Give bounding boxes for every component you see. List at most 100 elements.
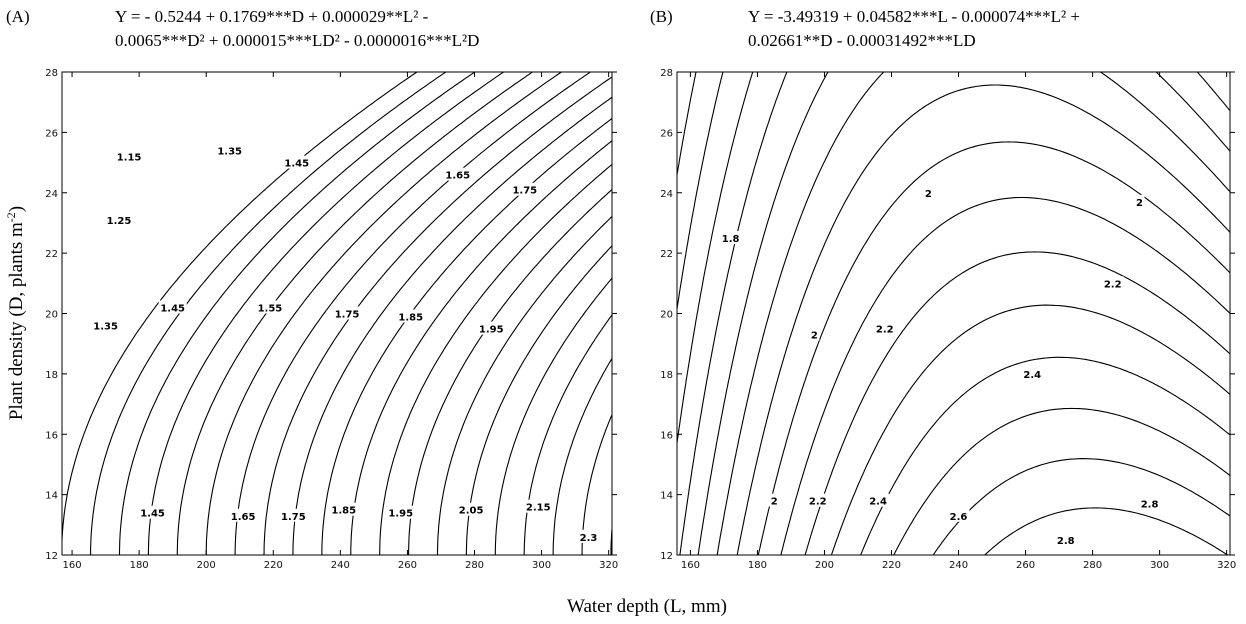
contour-line [408, 188, 613, 556]
contour-line [176, 71, 534, 556]
contour-label-background [443, 167, 472, 181]
contour-line [780, 196, 1231, 556]
y-tick-label: 14 [45, 491, 58, 502]
y-tick-label: 28 [45, 68, 58, 79]
x-tick-label: 320 [599, 560, 618, 571]
x-tick-label: 180 [130, 560, 149, 571]
contour-label-background [1101, 276, 1124, 290]
contour-label: 2.2 [1104, 279, 1122, 290]
contour-label: 1.25 [107, 216, 132, 227]
contour-label-background [279, 508, 308, 522]
panel-a-contour-labels: 1.15 1.25 1.35 1.45 1.35 1.45 1.55 1.65 1.75 1.75… [91, 143, 600, 544]
contour-line [90, 71, 447, 556]
contour-label: 2.4 [1023, 370, 1041, 381]
contour-label-background [873, 321, 896, 335]
contour-label-background [719, 231, 742, 245]
contour-line [523, 314, 613, 556]
contour-label-background [386, 505, 415, 519]
panel-b-contour-labels: 1.8 2 2 2.2 2 2.2 2.4 2 2.2 2.4 2.6 2.8 2.8 [719, 185, 1161, 547]
contour-label-background [105, 212, 134, 226]
x-tick-label: 260 [1016, 560, 1035, 571]
y-tick-label: 24 [45, 189, 58, 200]
contour-label-background [1021, 366, 1044, 380]
panel-a-axes: 160 180 200 220 240 260 280 300 320 12 14 16 18 20 22 2… [45, 68, 618, 571]
contour-label: 1.85 [398, 313, 423, 324]
panel-b-plot: 160 180 200 220 240 260 280 300 3201214161820222… [660, 68, 1236, 571]
x-tick-label: 300 [1150, 560, 1169, 571]
contour-label: 1.45 [284, 159, 309, 170]
y-tick-label: 12 [660, 551, 673, 562]
panel-a-label: (A) [6, 7, 30, 26]
contour-label: 2.8 [1057, 536, 1075, 547]
contour-line [932, 458, 1231, 556]
contour-label-background [329, 502, 358, 516]
y-tick-label: 20 [45, 310, 58, 321]
x-tick-label: 280 [465, 560, 484, 571]
contour-label-background [524, 499, 553, 513]
contour-label-background [806, 493, 829, 507]
y-tick-label: 16 [45, 430, 58, 441]
x-tick-label: 240 [949, 560, 968, 571]
contour-line [716, 71, 1231, 556]
contour-line [736, 84, 1231, 556]
contour-label-background [1054, 532, 1077, 546]
contour-label: 1.55 [258, 303, 283, 314]
contour-label-background [158, 300, 187, 314]
contour-label: 2 [771, 497, 778, 508]
contour-label: 1.95 [479, 325, 504, 336]
y-axis-title: Plant density (D, plants m-2) [4, 206, 27, 420]
contour-label-background [867, 493, 890, 507]
x-tick-label: 160 [63, 560, 82, 571]
y-tick-label: 14 [660, 491, 673, 502]
panel-a-equation-line2: 0.0065***D² + 0.000015***LD² - 0.0000016… [115, 31, 479, 50]
contour-label: 2.2 [876, 325, 894, 336]
panel-a-equation-line1: Y = - 0.5244 + 0.1769***D + 0.000029**L²… [115, 7, 429, 26]
contour-line [676, 71, 697, 176]
contour-label: 2.6 [950, 512, 968, 523]
x-tick-label: 260 [398, 560, 417, 571]
panel-b-axes: 160 180 200 220 240 260 280 300 3201214161820222… [660, 68, 1236, 571]
contour-label-background [215, 143, 244, 157]
contour-label-background [769, 493, 780, 507]
contour-line [804, 251, 1231, 556]
contour-label: 1.45 [140, 509, 165, 520]
contour-line [436, 215, 613, 556]
panel-b-contour-lines [676, 71, 1231, 556]
contour-line [118, 71, 476, 556]
x-tick-label: 220 [264, 560, 283, 571]
contour-line [757, 141, 1231, 556]
x-tick-label: 200 [815, 560, 834, 571]
x-tick-label: 280 [1083, 560, 1102, 571]
y-tick-label: 26 [660, 128, 673, 139]
contour-label-background [115, 149, 144, 163]
contour-label-background [255, 300, 284, 314]
y-tick-label: 22 [660, 249, 673, 260]
contour-label-background [1138, 496, 1161, 510]
x-tick-label: 220 [882, 560, 901, 571]
contour-line [676, 71, 724, 310]
contour-label: 1.8 [722, 234, 740, 245]
contour-label-background [91, 318, 120, 332]
contour-label: 1.75 [335, 310, 360, 321]
panel-b-equation-line2: 0.02661**D - 0.00031492***LD [748, 31, 976, 50]
panel-b-equation-line1: Y = -3.49319 + 0.04582***L - 0.000074***… [748, 7, 1080, 26]
contour-label: 2.15 [526, 503, 551, 514]
y-tick-label: 24 [660, 189, 673, 200]
contour-label-background [923, 185, 934, 199]
y-tick-label: 12 [45, 551, 58, 562]
contour-line [494, 277, 613, 556]
contour-line [984, 507, 1229, 556]
y-axis-title-main: Plant density (D, plants m [6, 222, 27, 420]
contour-label-background [947, 508, 970, 522]
x-tick-label: 160 [681, 560, 700, 571]
contour-label: 2.3 [580, 533, 598, 544]
contour-label-background [809, 327, 820, 341]
x-tick-label: 200 [197, 560, 216, 571]
x-tick-label: 300 [532, 560, 551, 571]
contour-label: 1.75 [281, 512, 306, 523]
contour-label: 2.2 [809, 497, 827, 508]
panel-a-plot: 160 180 200 220 240 260 280 300 320 12 14 16 18 20 22 2… [45, 68, 618, 571]
contour-label-background [577, 529, 600, 543]
panel-b-frame [676, 71, 1231, 556]
